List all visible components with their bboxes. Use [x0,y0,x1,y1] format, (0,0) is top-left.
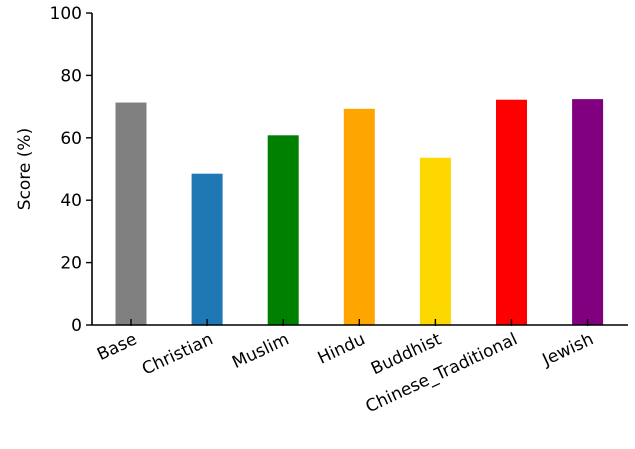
bar-chinese-traditional [496,99,527,326]
bar-hindu [343,108,375,325]
y-tick-label-2: 40 [60,191,82,211]
y-tick-label-0: 0 [71,316,82,336]
y-tick-label-1: 20 [60,254,82,274]
x-tick-label-1: Christian [139,329,216,379]
y-tick-label-4: 80 [60,66,82,86]
y-tick-label-5: 100 [50,4,82,24]
bar-base [115,102,147,325]
bar-jewish [572,99,604,325]
y-tick-label-3: 60 [60,129,82,149]
y-axis-label: Score (%) [15,128,35,210]
bar-muslim [267,135,299,325]
x-tick-label-6: Jewish [539,329,597,370]
bars [115,99,604,326]
x-tick-label-2: Muslim [229,329,292,373]
bar-buddhist [419,157,451,325]
y-axis-ticks: 0 20 40 60 80 100 [50,4,92,336]
x-tick-label-3: Hindu [315,329,369,368]
bar-christian [191,173,223,325]
x-tick-label-0: Base [94,329,140,365]
